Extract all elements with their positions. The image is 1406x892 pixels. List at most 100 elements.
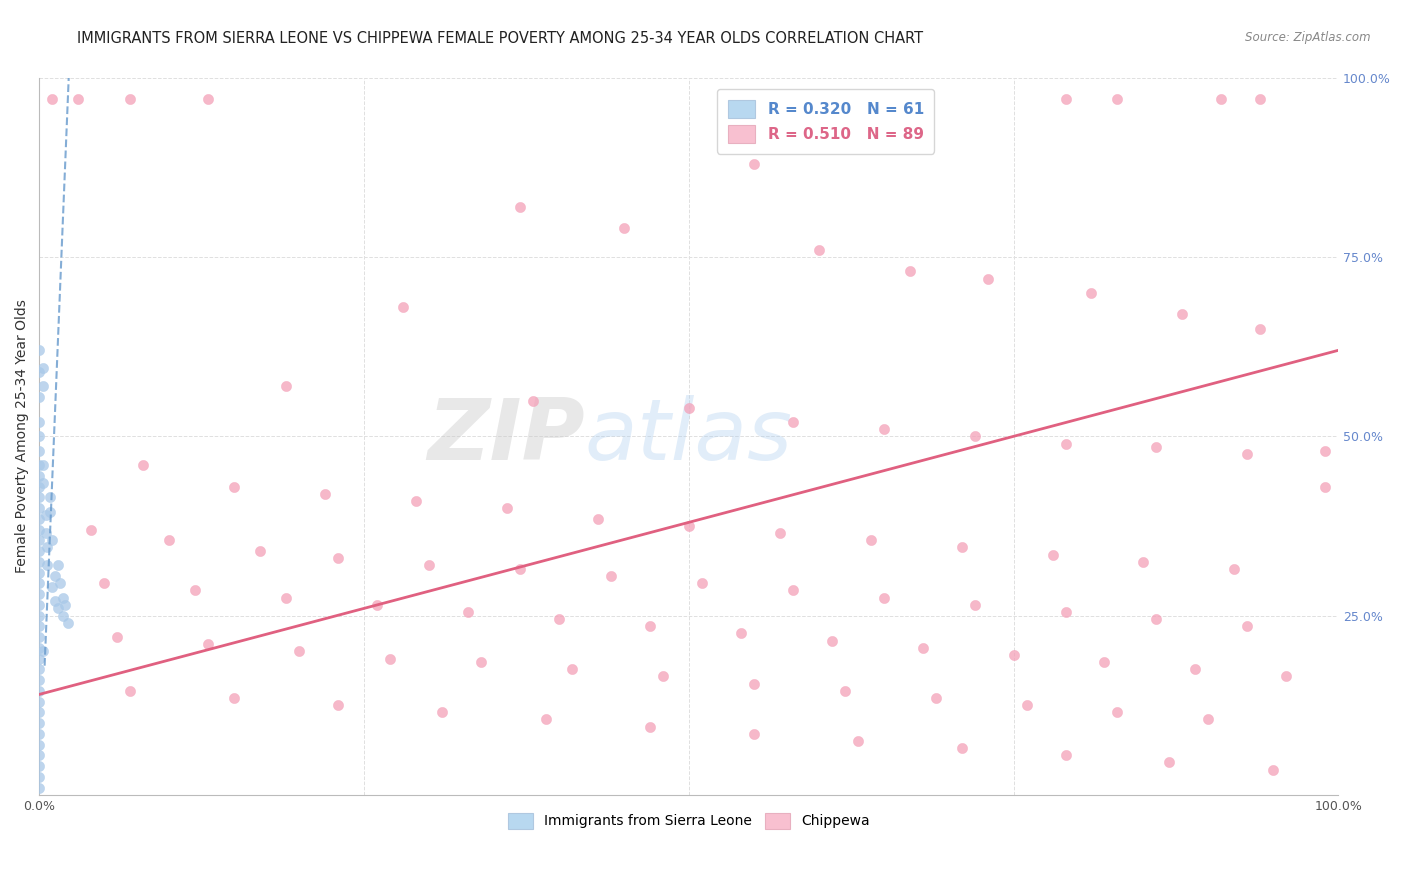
Point — [37, 541, 59, 555]
Point — [28, 479, 51, 493]
Point — [911, 640, 934, 655]
Point — [28, 587, 51, 601]
Point — [834, 683, 856, 698]
Point — [586, 512, 609, 526]
Point — [28, 343, 51, 358]
Point — [378, 651, 401, 665]
Point — [1144, 440, 1167, 454]
Point — [28, 651, 51, 665]
Point — [28, 429, 51, 443]
Point — [638, 619, 661, 633]
Point — [44, 569, 66, 583]
Point — [28, 566, 51, 580]
Point — [28, 544, 51, 558]
Point — [32, 644, 55, 658]
Point — [28, 443, 51, 458]
Point — [328, 698, 350, 712]
Point — [28, 780, 51, 795]
Point — [28, 512, 51, 526]
Point — [35, 508, 58, 523]
Point — [52, 608, 75, 623]
Point — [28, 706, 51, 720]
Point — [328, 551, 350, 566]
Point — [49, 576, 72, 591]
Point — [1080, 285, 1102, 300]
Text: atlas: atlas — [585, 395, 793, 478]
Point — [1315, 443, 1337, 458]
Point — [1054, 748, 1077, 763]
Point — [1144, 612, 1167, 626]
Point — [44, 594, 66, 608]
Point — [38, 505, 60, 519]
Point — [1002, 648, 1025, 662]
Point — [28, 694, 51, 708]
Point — [742, 676, 765, 690]
Point — [46, 601, 69, 615]
Point — [28, 490, 51, 504]
Point — [28, 770, 51, 784]
Point — [782, 583, 804, 598]
Point — [742, 727, 765, 741]
Y-axis label: Female Poverty Among 25-34 Year Olds: Female Poverty Among 25-34 Year Olds — [15, 300, 30, 574]
Point — [28, 673, 51, 687]
Point — [950, 541, 973, 555]
Point — [522, 393, 544, 408]
Point — [132, 458, 155, 472]
Point — [872, 422, 894, 436]
Point — [288, 644, 311, 658]
Point — [430, 706, 453, 720]
Point — [249, 544, 271, 558]
Point — [28, 523, 51, 537]
Point — [41, 533, 63, 548]
Point — [963, 598, 986, 612]
Point — [1171, 308, 1194, 322]
Point — [46, 558, 69, 573]
Point — [1211, 93, 1233, 107]
Point — [28, 727, 51, 741]
Point — [366, 598, 388, 612]
Point — [28, 458, 51, 472]
Point — [41, 93, 63, 107]
Point — [846, 734, 869, 748]
Point — [470, 655, 492, 669]
Point — [1184, 662, 1206, 676]
Point — [28, 619, 51, 633]
Point — [509, 200, 531, 214]
Point — [548, 612, 571, 626]
Point — [1315, 479, 1337, 493]
Point — [197, 93, 219, 107]
Point — [1275, 669, 1298, 683]
Point — [28, 501, 51, 516]
Point — [224, 690, 246, 705]
Point — [561, 662, 583, 676]
Point — [28, 555, 51, 569]
Point — [157, 533, 180, 548]
Point — [28, 468, 51, 483]
Point — [1054, 436, 1077, 450]
Point — [184, 583, 207, 598]
Point — [105, 630, 128, 644]
Point — [32, 379, 55, 393]
Point — [651, 669, 673, 683]
Point — [32, 475, 55, 490]
Point — [1132, 555, 1154, 569]
Point — [742, 157, 765, 171]
Point — [1236, 619, 1258, 633]
Point — [80, 523, 103, 537]
Point — [963, 429, 986, 443]
Point — [32, 458, 55, 472]
Legend: Immigrants from Sierra Leone, Chippewa: Immigrants from Sierra Leone, Chippewa — [502, 807, 876, 834]
Point — [224, 479, 246, 493]
Point — [769, 526, 792, 541]
Point — [28, 662, 51, 676]
Point — [821, 633, 844, 648]
Point — [28, 608, 51, 623]
Point — [28, 365, 51, 379]
Point — [28, 759, 51, 773]
Point — [807, 243, 830, 257]
Point — [28, 683, 51, 698]
Text: Source: ZipAtlas.com: Source: ZipAtlas.com — [1246, 31, 1371, 45]
Point — [859, 533, 882, 548]
Point — [1236, 447, 1258, 461]
Point — [1249, 93, 1271, 107]
